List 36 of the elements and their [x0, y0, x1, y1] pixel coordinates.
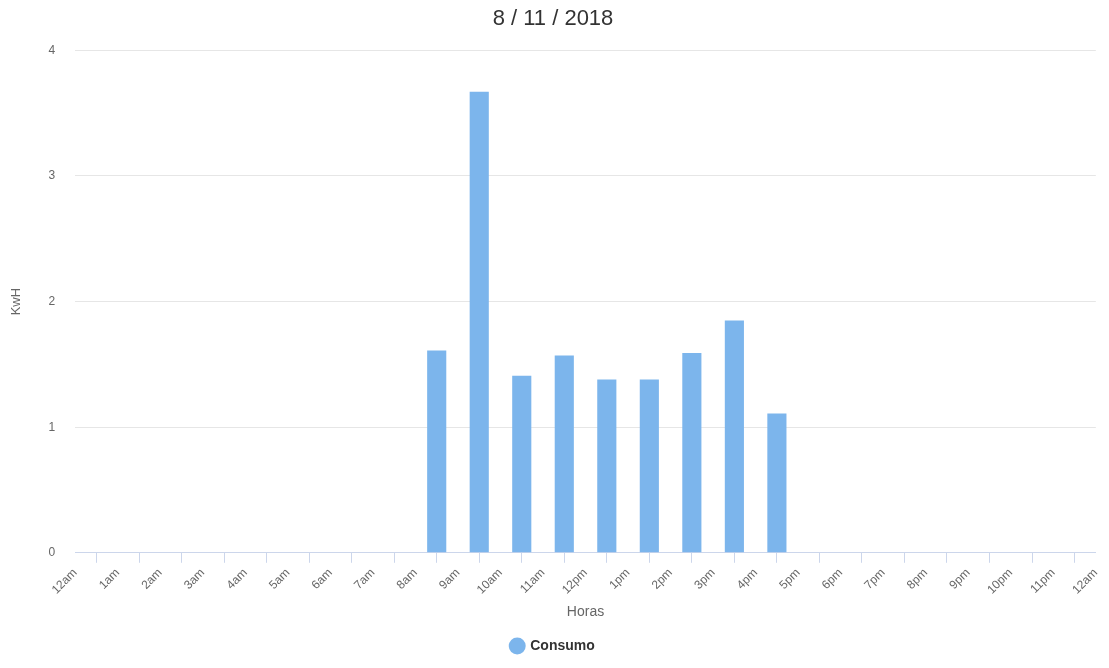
x-tick-label: 2pm — [648, 565, 676, 592]
bar — [767, 413, 787, 553]
x-tick-label: 3am — [180, 565, 208, 592]
x-tick-label: 7pm — [861, 565, 888, 592]
bar — [639, 379, 659, 553]
x-axis-title: Horas — [566, 603, 605, 620]
x-tick-label: 8pm — [903, 565, 931, 592]
y-tick-label: 1 — [48, 419, 56, 434]
bar — [682, 353, 702, 553]
y-tick-label: 2 — [48, 293, 56, 308]
x-tick-label: 4pm — [733, 565, 761, 592]
y-tick-label: 3 — [48, 168, 56, 183]
legend-label: Consumo — [530, 636, 595, 653]
x-tick-label: 8am — [393, 565, 420, 592]
x-tick-label: 1pm — [606, 565, 633, 592]
bar — [554, 355, 574, 553]
x-tick-label: 6am — [308, 565, 335, 592]
x-tick-label: 5pm — [776, 565, 803, 592]
y-tick-label: 4 — [48, 42, 56, 57]
x-tick-label: 2am — [138, 565, 165, 592]
x-tick-label: 1am — [95, 565, 123, 592]
x-tick-label: 4am — [223, 565, 250, 592]
bar — [597, 379, 617, 553]
x-tick-label: 5am — [265, 565, 293, 592]
x-tick-label: 3pm — [691, 565, 718, 592]
chart-title: 8 / 11 / 2018 — [492, 5, 614, 31]
x-tick-label: 9am — [436, 565, 463, 592]
bar — [469, 91, 489, 553]
y-axis-title: KwH — [8, 287, 24, 316]
x-tick-label: 7am — [350, 565, 378, 592]
bar — [724, 320, 744, 553]
y-tick-label: 0 — [48, 545, 56, 560]
bar — [427, 350, 447, 553]
x-tick-label: 9pm — [946, 565, 973, 592]
bar — [512, 375, 532, 553]
x-tick-label: 6pm — [818, 565, 846, 592]
